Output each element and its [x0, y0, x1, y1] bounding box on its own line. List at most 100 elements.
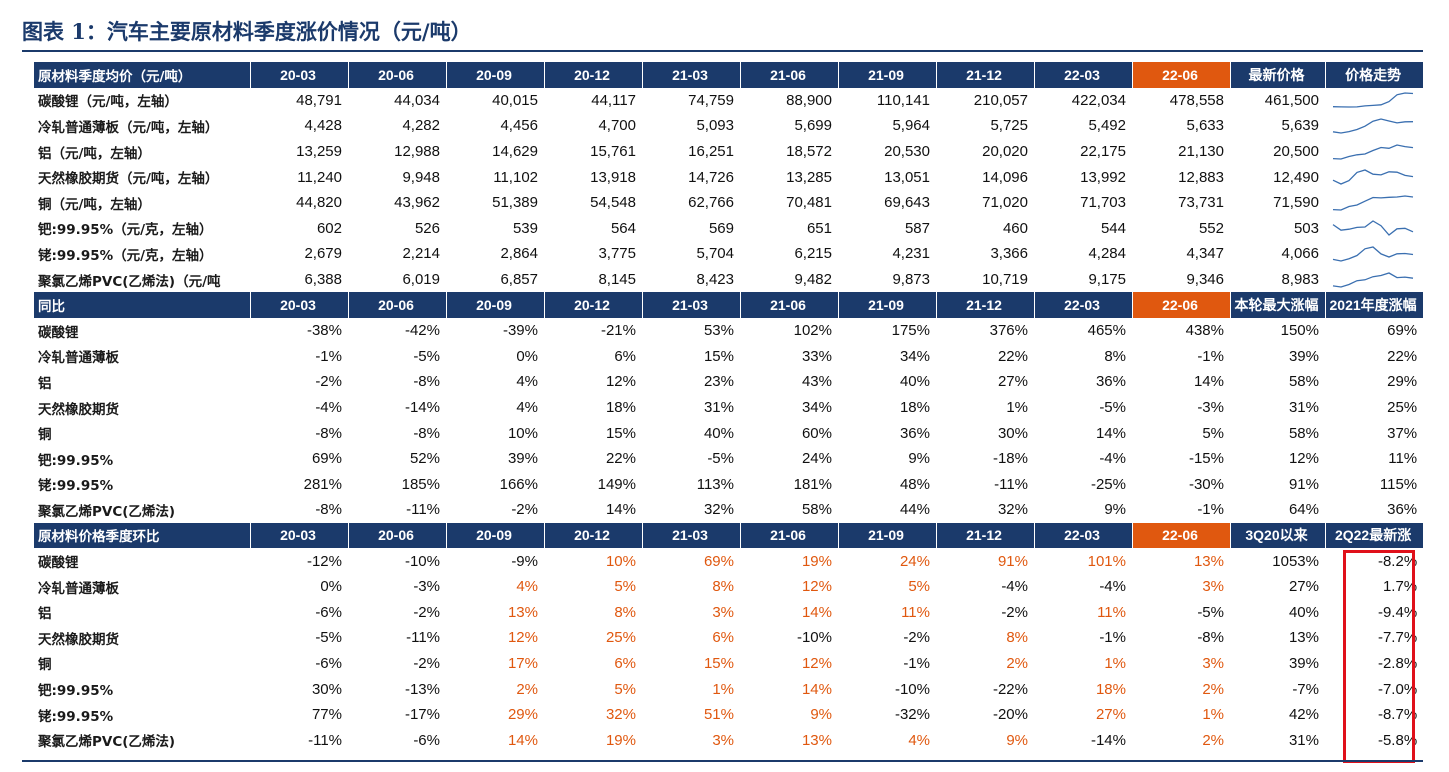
table-row: 钯:99.95%（元/克，左轴） 602 526 539 564 569 651 587 460… — [34, 216, 1423, 242]
table-row: 钯:99.95% 69% 52% 39% 22% -5% 24% 9% -18% -4% -15% 1… — [34, 446, 1423, 472]
value-cell: 69,643 — [884, 194, 930, 212]
value-cell: 3% — [1202, 654, 1224, 672]
value-cell: 3,366 — [990, 245, 1028, 263]
value-cell: -8% — [315, 424, 342, 442]
value-cell: 101% — [1087, 552, 1126, 570]
value-cell: 91% — [997, 552, 1028, 570]
value-cell: 22,175 — [1080, 143, 1126, 161]
value-cell: 70,481 — [786, 194, 832, 212]
value-cell: 22% — [997, 347, 1028, 365]
extra-header: 本轮最大涨幅 — [1230, 292, 1326, 318]
value-cell: 18,572 — [786, 143, 832, 161]
value-cell: 478,558 — [1169, 91, 1224, 109]
value-cell: 74,759 — [688, 91, 734, 109]
value-cell: 181% — [793, 475, 832, 493]
value-cell: -5% — [413, 347, 440, 365]
table-row: 碳酸锂 -38% -42% -39% -21% 53% 102% 175% 376% 465% 43… — [34, 318, 1423, 344]
extra-cell: 36% — [1387, 501, 1418, 519]
table-row: 碳酸锂（元/吨，左轴） 48,791 44,034 40,015 44,117 74,75… — [34, 88, 1423, 114]
value-cell: 15% — [703, 347, 734, 365]
trend-sparkline — [1332, 271, 1414, 288]
value-cell: -10% — [796, 629, 832, 647]
value-cell: 0% — [516, 347, 538, 365]
value-cell: 8% — [614, 603, 636, 621]
value-cell: 13,918 — [590, 168, 636, 186]
trend-sparkline-cell — [1325, 139, 1423, 165]
value-cell: -20% — [992, 706, 1028, 724]
extra-cell: 42% — [1288, 706, 1319, 724]
value-cell: 34% — [801, 399, 832, 417]
trend-sparkline — [1332, 118, 1414, 134]
value-cell: 71,703 — [1080, 194, 1126, 212]
value-cell: 18% — [1095, 680, 1126, 698]
section-header-row: 原材料季度均价（元/吨） 20-03 20-06 20-09 20-12 21-03 21-… — [34, 62, 1424, 88]
value-cell: -13% — [404, 680, 440, 698]
table-row: 冷轧普通薄板 -1% -5% 0% 6% 15% 33% 34% 22% 8% -1% 39% 22% — [34, 344, 1423, 370]
value-cell: 52% — [409, 450, 440, 468]
value-cell: 73,731 — [1178, 194, 1224, 212]
value-cell: 24% — [899, 552, 930, 570]
row-label: 碳酸锂 — [38, 555, 79, 572]
value-cell: -4% — [1099, 450, 1126, 468]
value-cell: 175% — [891, 322, 930, 340]
value-cell: 32% — [703, 501, 734, 519]
value-cell: 12,883 — [1178, 168, 1224, 186]
value-cell: 0% — [320, 578, 342, 596]
table-row: 铑:99.95% 77% -17% 29% 32% 51% 9% -32% -20% 27% 1% 4… — [34, 702, 1423, 728]
extra-cell: 71,590 — [1273, 194, 1319, 212]
table-row: 冷轧普通薄板 0% -3% 4% 5% 8% 12% 5% -4% -4% 3% 27% 1.7% — [34, 574, 1423, 600]
trend-sparkline — [1333, 195, 1414, 211]
value-cell: 2,214 — [402, 245, 440, 263]
period-header: 20-09 — [446, 62, 545, 88]
value-cell: 6% — [614, 347, 636, 365]
extra-cell: 39% — [1288, 347, 1319, 365]
value-cell: -5% — [707, 450, 734, 468]
period-header: 20-06 — [348, 522, 447, 549]
value-cell: 6,215 — [794, 245, 832, 263]
table-row: 铜 -8% -8% 10% 15% 40% 60% 36% 30% 14% 5% 58% 37% — [34, 420, 1423, 446]
period-header: 20-03 — [250, 292, 349, 318]
table-row: 天然橡胶期货 -4% -14% 4% 18% 31% 34% 18% 1% -5% -3% 31% 25… — [34, 395, 1423, 421]
row-label: 铜 — [38, 427, 52, 444]
value-cell: 71,020 — [982, 194, 1028, 212]
value-cell: 4,284 — [1088, 245, 1126, 263]
value-cell: 20,020 — [982, 143, 1028, 161]
value-cell: -1% — [1197, 501, 1224, 519]
value-cell: 20,530 — [884, 143, 930, 161]
period-header: 22-03 — [1034, 522, 1133, 549]
trend-line — [1332, 118, 1414, 134]
period-header: 22-03 — [1034, 292, 1133, 318]
value-cell: 34% — [899, 347, 930, 365]
value-cell: 19% — [605, 731, 636, 749]
value-cell: 30% — [311, 680, 342, 698]
period-header: 20-12 — [544, 62, 643, 88]
value-cell: 44,820 — [296, 194, 342, 212]
value-cell: -8% — [413, 373, 440, 391]
trend-line — [1333, 195, 1414, 211]
table-row: 碳酸锂 -12% -10% -9% 10% 69% 19% 24% 91% 101% 13% 1053… — [34, 548, 1423, 574]
value-cell: 62,766 — [688, 194, 734, 212]
value-cell: 32% — [997, 501, 1028, 519]
value-cell: 11,102 — [493, 168, 538, 186]
value-cell: 2% — [1202, 680, 1224, 698]
section-header-row: 原材料价格季度环比 20-03 20-06 20-09 20-12 21-03 21-06 2… — [34, 522, 1424, 549]
value-cell: 13% — [801, 731, 832, 749]
trend-line — [1333, 143, 1414, 160]
value-cell: 5% — [1202, 424, 1224, 442]
value-cell: 5% — [908, 578, 930, 596]
value-cell: 12% — [801, 578, 832, 596]
extra-cell: 39% — [1288, 654, 1319, 672]
value-cell: 9% — [1006, 731, 1028, 749]
value-cell: -5% — [1099, 399, 1126, 417]
extra-cell: 503 — [1293, 219, 1319, 237]
value-cell: 4% — [516, 373, 538, 391]
table-row: 铝（元/吨，左轴） 13,259 12,988 14,629 15,761 16,251 1… — [34, 139, 1423, 165]
value-cell: 58% — [801, 501, 832, 519]
value-cell: 77% — [311, 706, 342, 724]
extra-cell: 150% — [1280, 322, 1319, 340]
section-title: 原材料季度均价（元/吨） — [34, 62, 251, 88]
value-cell: -25% — [1090, 475, 1126, 493]
value-cell: 4,428 — [304, 117, 342, 135]
value-cell: -14% — [1090, 731, 1126, 749]
value-cell: 6,857 — [500, 271, 538, 289]
